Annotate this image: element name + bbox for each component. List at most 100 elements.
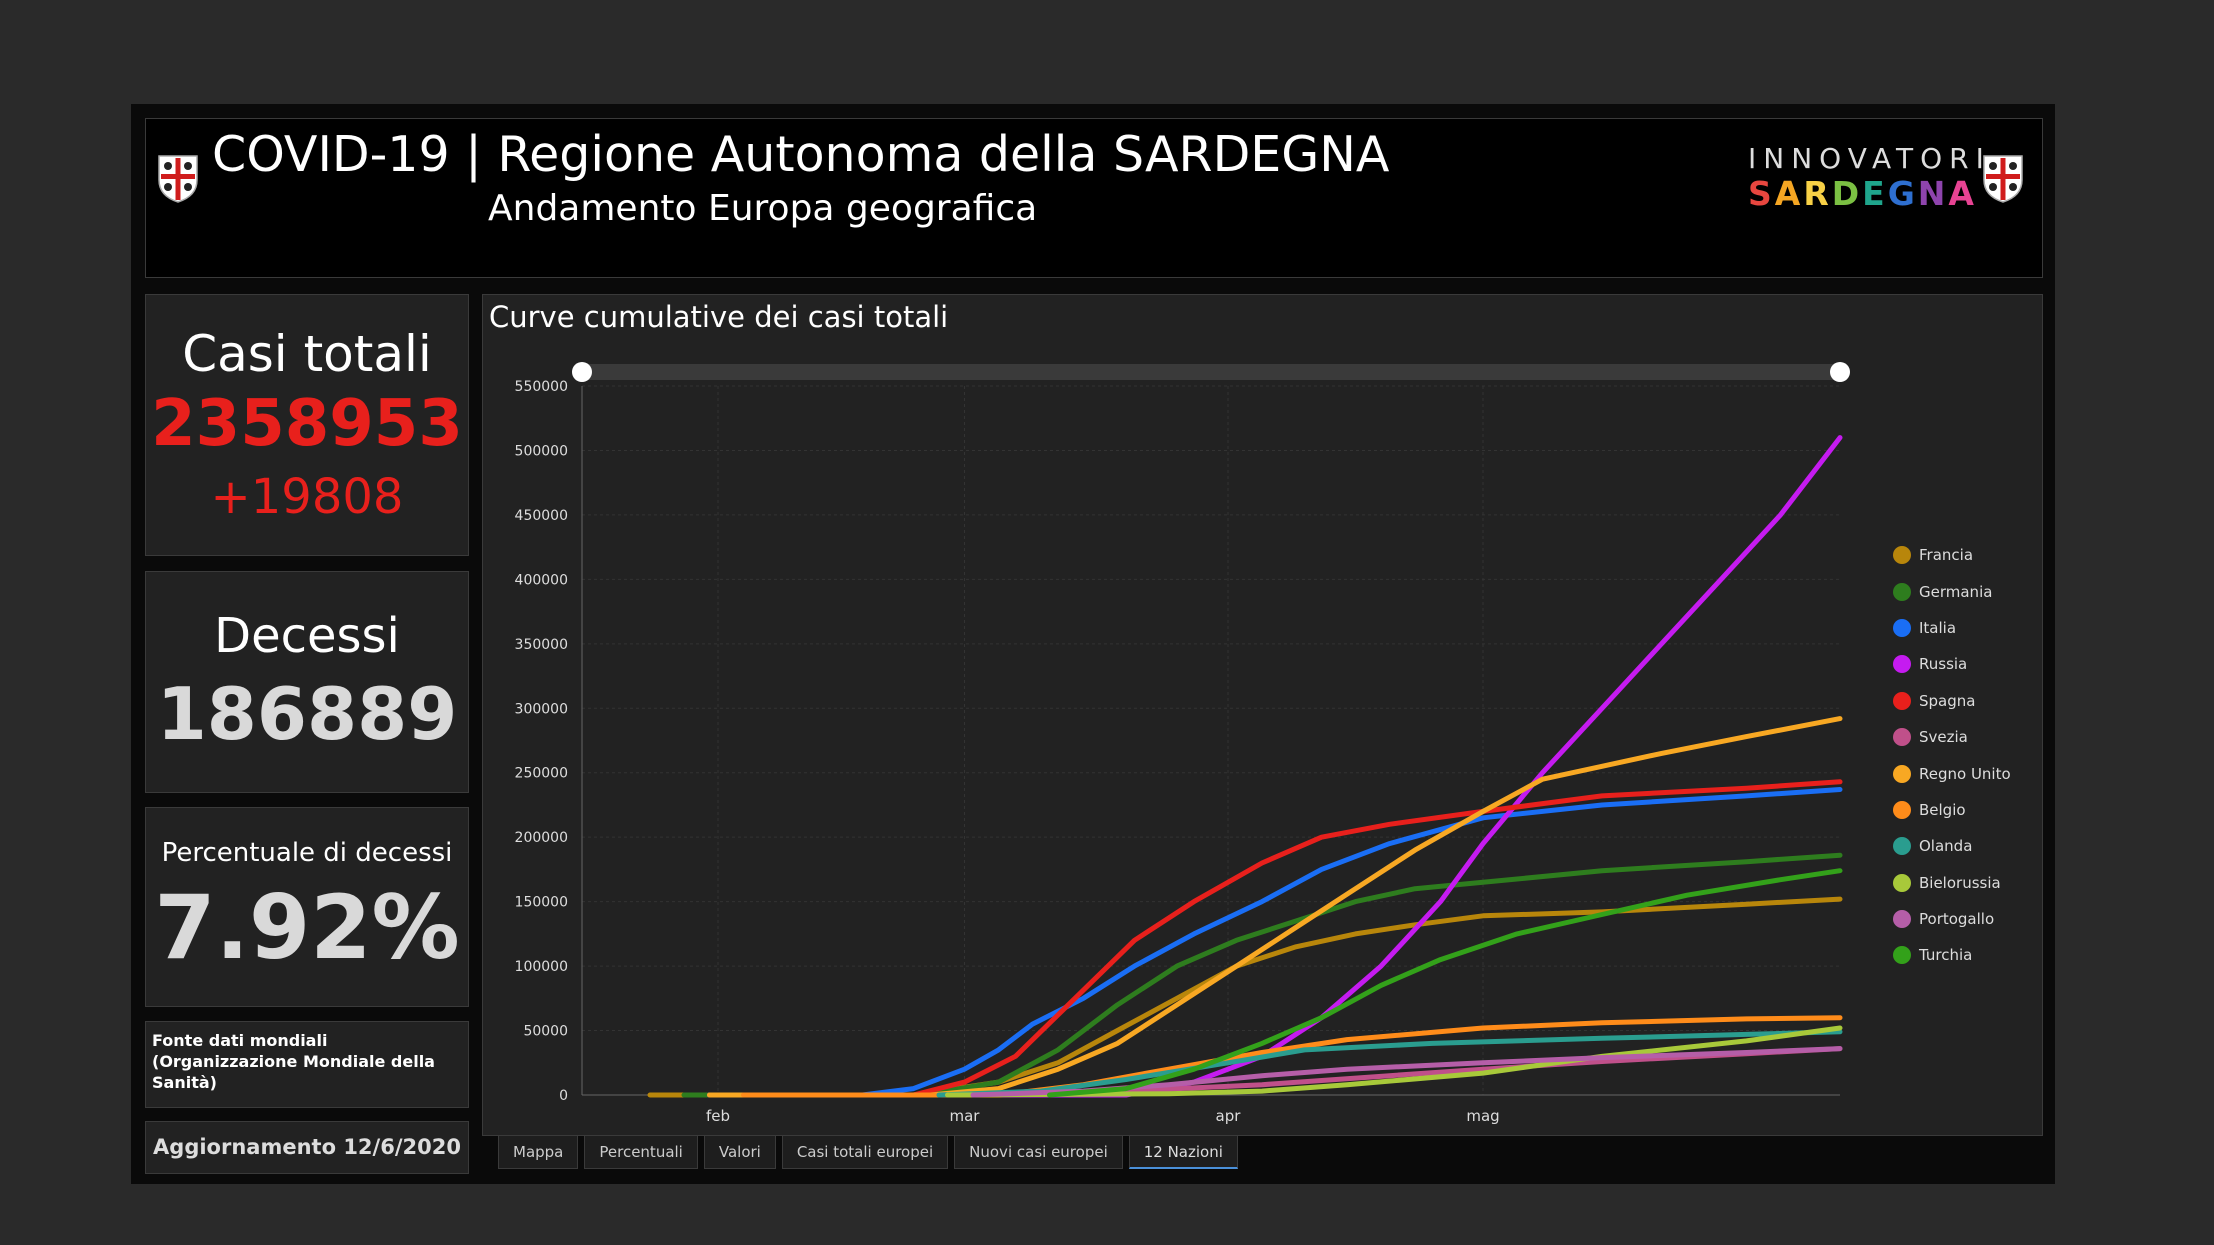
- legend-item-francia[interactable]: Francia: [1893, 537, 2011, 573]
- chart-title: Curve cumulative dei casi totali: [489, 300, 949, 334]
- brand-letter: N: [1917, 174, 1949, 213]
- y-tick-label: 300000: [515, 701, 568, 717]
- deaths-value: 186889: [156, 672, 458, 756]
- cumulative-cases-chart: 0 50000 100000 150000 200000 250000 300000 3500…: [515, 362, 1850, 1125]
- time-slider-end-handle[interactable]: [1830, 362, 1850, 382]
- total-cases-value: 2358953: [151, 387, 463, 461]
- y-tick-label: 0: [559, 1088, 568, 1104]
- series-line-germania: [681, 852, 1843, 1098]
- last-update-card: Aggiornamento 12/6/2020: [145, 1121, 469, 1174]
- legend-label: Spagna: [1919, 691, 1976, 710]
- legend-item-regno-unito[interactable]: Regno Unito: [1893, 755, 2011, 791]
- page-subtitle: Andamento Europa geografica: [488, 188, 1038, 229]
- y-tick-label: 500000: [515, 443, 568, 459]
- legend-label: Belgio: [1919, 800, 1966, 819]
- x-tick-label: apr: [1216, 1107, 1242, 1125]
- brand-letter: A: [1948, 174, 1977, 213]
- series-line-turchia: [1047, 868, 1843, 1098]
- legend-swatch: [1893, 910, 1911, 929]
- legend-swatch: [1893, 691, 1911, 710]
- death-percentage-label: Percentuale di decessi: [161, 838, 453, 868]
- brand-letter: S: [1748, 174, 1775, 213]
- x-tick-label: mar: [950, 1107, 981, 1125]
- x-tick-label: mag: [1466, 1107, 1499, 1125]
- brand-letter: D: [1831, 174, 1863, 213]
- y-tick-label: 450000: [515, 508, 568, 524]
- legend-swatch: [1893, 655, 1911, 674]
- time-slider-track[interactable]: [582, 364, 1840, 380]
- legend-swatch: [1893, 837, 1911, 856]
- legend-item-bielorussia[interactable]: Bielorussia: [1893, 865, 2011, 901]
- last-update-text: Aggiornamento 12/6/2020: [153, 1135, 461, 1159]
- legend-swatch: [1893, 728, 1911, 747]
- brand-logo-top: INNOVATORI: [1748, 142, 1991, 175]
- death-percentage-value: 7.92%: [154, 876, 460, 979]
- total-cases-delta: +19808: [210, 469, 404, 525]
- legend-item-spagna[interactable]: Spagna: [1893, 683, 2011, 719]
- brand-logo-bottom: SARDEGNA: [1748, 174, 1977, 213]
- tab-percentuali[interactable]: Percentuali: [584, 1135, 698, 1169]
- tab-valori[interactable]: Valori: [703, 1135, 776, 1169]
- total-cases-card: Casi totali 2358953 +19808: [145, 294, 469, 556]
- y-tick-label: 100000: [515, 959, 568, 975]
- brand-letter: G: [1887, 174, 1918, 213]
- sardinia-crest-icon: [158, 155, 198, 203]
- series-line-russia: [707, 435, 1843, 1098]
- legend-swatch: [1893, 546, 1911, 565]
- legend-label: Turchia: [1919, 946, 1973, 965]
- tab-nuovi-casi-europei[interactable]: Nuovi casi europei: [954, 1135, 1123, 1169]
- legend-swatch: [1893, 764, 1911, 783]
- y-tick-label: 350000: [515, 637, 568, 653]
- legend-swatch: [1893, 618, 1911, 637]
- legend-item-portogallo[interactable]: Portogallo: [1893, 901, 2011, 937]
- legend-item-turchia[interactable]: Turchia: [1893, 937, 2011, 973]
- legend-swatch: [1893, 582, 1911, 601]
- y-tick-label: 50000: [523, 1024, 568, 1040]
- legend-item-belgio[interactable]: Belgio: [1893, 792, 2011, 828]
- deaths-card: Decessi 186889: [145, 571, 469, 793]
- legend-swatch: [1893, 800, 1911, 819]
- y-tick-label: 550000: [515, 379, 568, 395]
- header-bar: [145, 118, 2043, 278]
- chart-panel: [482, 294, 2043, 1136]
- chart-legend: Francia Germania Italia Russia Spagna Svezia R…: [1893, 537, 2011, 974]
- legend-label: Russia: [1919, 655, 1968, 674]
- series-line-spagna: [715, 779, 1843, 1098]
- y-tick-label: 400000: [515, 572, 568, 588]
- legend-item-olanda[interactable]: Olanda: [1893, 828, 2011, 864]
- time-slider-start-handle[interactable]: [572, 362, 592, 382]
- y-tick-label: 200000: [515, 830, 568, 846]
- legend-label: Portogallo: [1919, 910, 1995, 929]
- y-tick-label: 250000: [515, 766, 568, 782]
- total-cases-label: Casi totali: [182, 325, 432, 383]
- data-source-card: Fonte dati mondiali (Organizzazione Mond…: [145, 1021, 469, 1108]
- tab-12-nazioni[interactable]: 12 Nazioni: [1128, 1135, 1238, 1169]
- legend-label: Olanda: [1919, 837, 1973, 856]
- series-line-regno-unito: [707, 716, 1843, 1098]
- deaths-label: Decessi: [214, 608, 400, 664]
- legend-item-germania[interactable]: Germania: [1893, 573, 2011, 609]
- tab-bar: Mappa Percentuali Valori Casi totali europe…: [498, 1135, 1238, 1169]
- legend-label: Italia: [1919, 618, 1957, 637]
- legend-label: Svezia: [1919, 728, 1968, 747]
- death-percentage-card: Percentuale di decessi 7.92%: [145, 807, 469, 1007]
- brand-letter: A: [1774, 174, 1804, 213]
- legend-item-italia[interactable]: Italia: [1893, 610, 2011, 646]
- y-tick-label: 150000: [515, 895, 568, 911]
- legend-label: Francia: [1919, 546, 1974, 565]
- sardinia-crest-icon: [1983, 155, 2023, 203]
- brand-letter: R: [1803, 174, 1832, 213]
- x-tick-label: feb: [706, 1107, 730, 1125]
- legend-item-russia[interactable]: Russia: [1893, 646, 2011, 682]
- tab-mappa[interactable]: Mappa: [498, 1135, 579, 1169]
- legend-label: Regno Unito: [1919, 764, 2011, 783]
- series-line-italia: [707, 787, 1843, 1098]
- legend-item-svezia[interactable]: Svezia: [1893, 719, 2011, 755]
- page-title: COVID-19 | Regione Autonoma della SARDEG…: [212, 126, 1390, 183]
- legend-swatch: [1893, 873, 1911, 892]
- tab-casi-totali-europei[interactable]: Casi totali europei: [781, 1135, 949, 1169]
- series-line-francia: [647, 896, 1843, 1098]
- legend-swatch: [1893, 946, 1911, 965]
- legend-label: Germania: [1919, 582, 1993, 601]
- brand-letter: E: [1862, 174, 1888, 213]
